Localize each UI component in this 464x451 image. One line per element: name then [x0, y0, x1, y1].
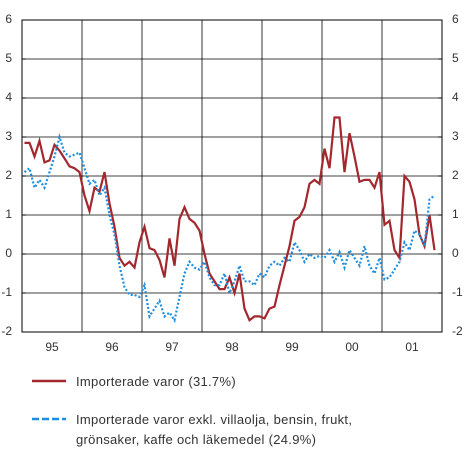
x-tick-label: 01 [405, 340, 419, 354]
y-tick-label: 5 [5, 51, 12, 65]
y-tick-label: 4 [5, 90, 12, 104]
y-tick-label: 6 [5, 12, 12, 26]
x-tick-label: 96 [105, 340, 119, 354]
plot-frame [21, 19, 443, 333]
y2-tick-label: -2 [452, 324, 463, 338]
y-tick-label: 3 [5, 129, 12, 143]
y-tick-label: 1 [5, 207, 12, 221]
y2-tick-label: 5 [452, 51, 459, 65]
y2-tick-label: 2 [452, 168, 459, 182]
x-tick-label: 97 [165, 340, 179, 354]
x-tick-label: 98 [225, 340, 239, 354]
legend-item: Importerade varor (31.7%) [32, 372, 406, 392]
y2-tick-label: 1 [452, 207, 459, 221]
legend-label: Importerade varor exkl. villaolja, bensi… [76, 412, 353, 447]
legend-item: Importerade varor exkl. villaolja, bensi… [32, 410, 406, 450]
x-tick-label: 99 [285, 340, 299, 354]
legend-label: Importerade varor (31.7%) [76, 374, 236, 389]
y2-tick-label: -1 [452, 285, 463, 299]
y-tick-label: 0 [5, 246, 12, 260]
chart: -2 -2-1 -10 01 12 23 34 45 56 695 96 97 98 99 00 01 [1, 12, 463, 354]
y2-tick-label: 6 [452, 12, 459, 26]
y-tick-label: -1 [1, 285, 12, 299]
legend-swatch [32, 417, 66, 421]
y2-tick-label: 0 [452, 246, 459, 260]
x-tick-label: 00 [345, 340, 359, 354]
y-tick-label: 2 [5, 168, 12, 182]
x-tick-label: 95 [45, 340, 59, 354]
series-line [23, 133, 436, 324]
y2-tick-label: 4 [452, 90, 459, 104]
legend-swatch [32, 379, 66, 383]
y2-tick-label: 3 [452, 129, 459, 143]
series-line [24, 116, 436, 323]
y-tick-label: -2 [1, 324, 12, 338]
